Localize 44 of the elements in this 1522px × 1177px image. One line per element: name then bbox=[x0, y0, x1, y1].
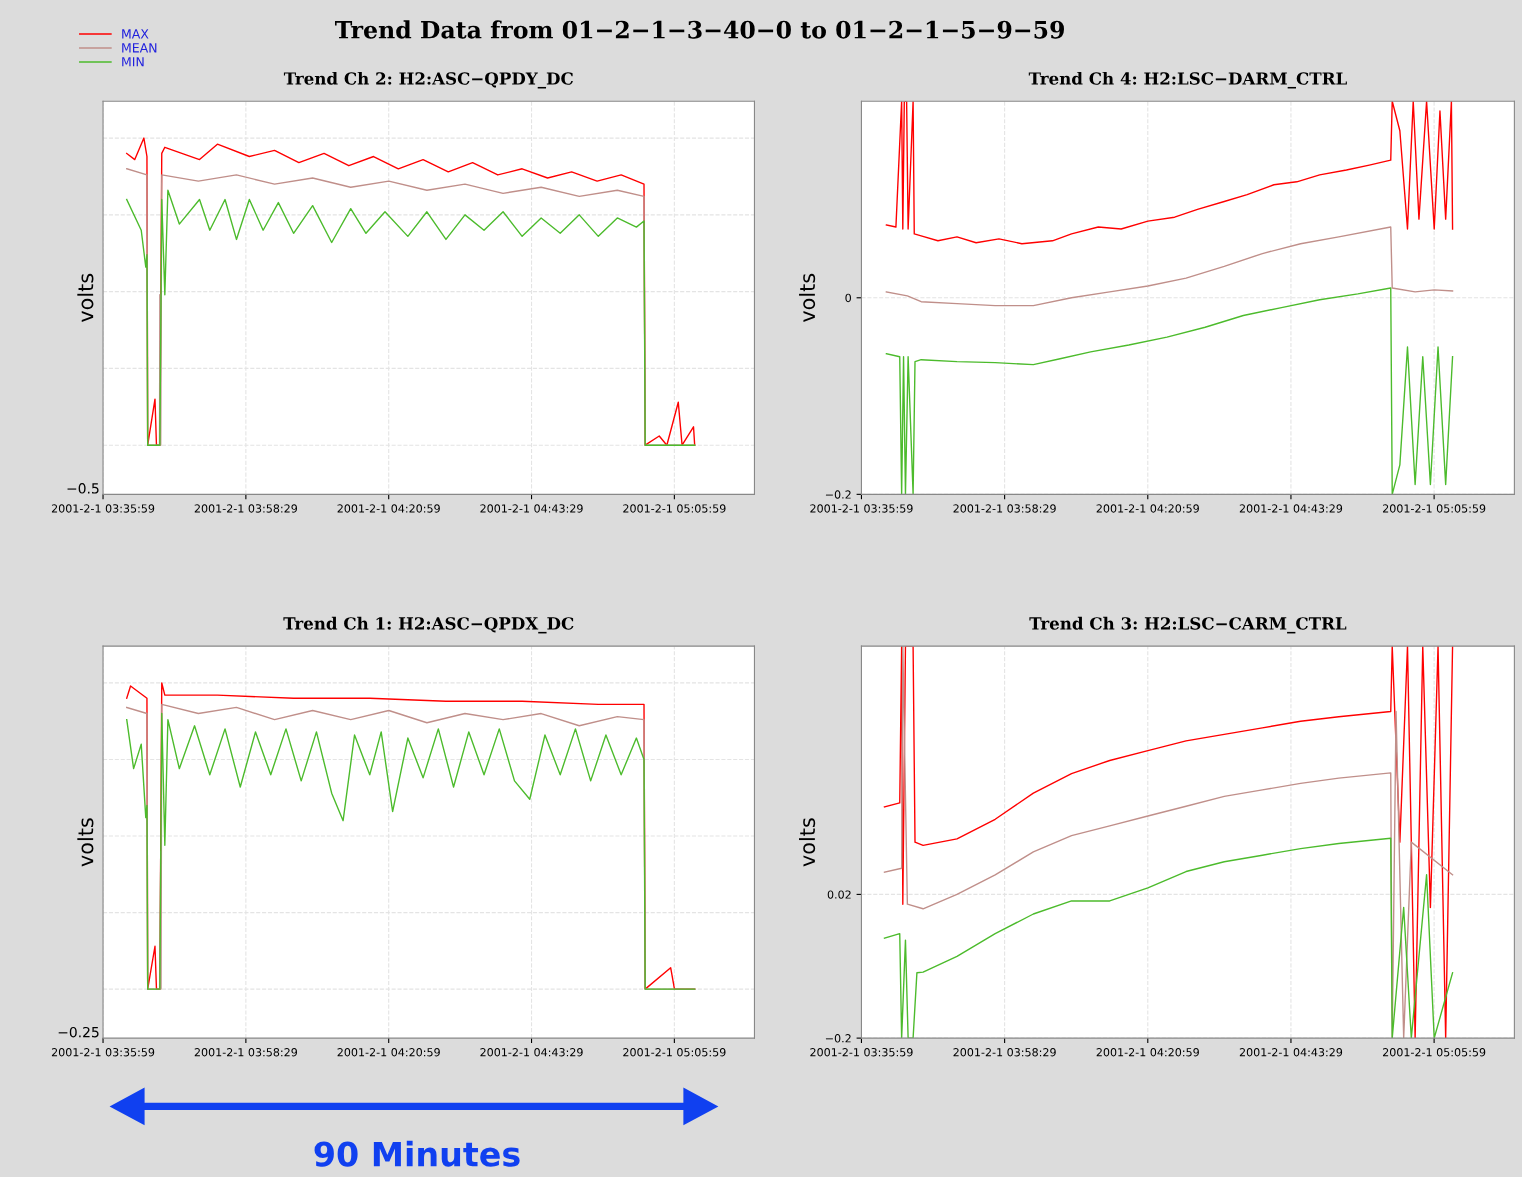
legend-label: MAX bbox=[122, 29, 149, 39]
line-series bbox=[883, 837, 1454, 1039]
x-tick-label: 2001-2-1 03:35:59 bbox=[810, 504, 913, 513]
x-tick-label: 2001-2-1 03:35:59 bbox=[51, 504, 155, 513]
legend-label: MIN bbox=[122, 57, 144, 67]
x-tick-label: 2001-2-1 04:43:29 bbox=[480, 504, 583, 513]
x-tick-label: 2001-2-1 03:58:29 bbox=[194, 1048, 298, 1057]
x-tick-label: 2001-2-1 04:20:59 bbox=[1096, 504, 1199, 513]
y-axis-title: volts bbox=[799, 273, 816, 323]
x-tick-label: 2001-2-1 05:05:59 bbox=[1382, 504, 1486, 513]
text: Trend Data from 01−2−1−3−40−0 to 01−2−1−5−9−59 bbox=[335, 20, 1064, 39]
line-series bbox=[885, 101, 1454, 245]
y-axis-title: volts bbox=[799, 818, 816, 867]
text: 90 Minutes bbox=[314, 1140, 520, 1167]
x-tick-label: 2001-2-1 04:20:59 bbox=[337, 1048, 440, 1057]
y-axis-title: volts bbox=[77, 818, 94, 867]
line-series bbox=[885, 287, 1454, 495]
x-tick-label: 2001-2-1 03:35:59 bbox=[810, 1048, 913, 1057]
y-axis-title: volts bbox=[77, 273, 94, 323]
x-tick-label: 2001-2-1 03:58:29 bbox=[194, 504, 298, 513]
x-tick-label: 2001-2-1 03:58:29 bbox=[953, 1048, 1056, 1057]
x-tick-label: 2001-2-1 05:05:59 bbox=[1382, 1048, 1486, 1057]
chart-title: Trend Ch 1: H2:ASC−QPDX_DC bbox=[283, 616, 574, 634]
x-tick-label: 2001-2-1 03:58:29 bbox=[953, 504, 1056, 513]
y-tick-label: 0 bbox=[845, 293, 851, 303]
x-tick-label: 2001-2-1 04:43:29 bbox=[1239, 504, 1343, 513]
y-tick-label: 0.02 bbox=[827, 890, 851, 899]
line-series bbox=[883, 646, 1454, 1039]
line-series bbox=[885, 226, 1454, 307]
x-tick-label: 2001-2-1 04:20:59 bbox=[1096, 1048, 1199, 1057]
y-tick-label: −0.2 bbox=[825, 1034, 851, 1043]
x-tick-label: 2001-2-1 05:05:59 bbox=[623, 504, 726, 513]
x-tick-label: 2001-2-1 04:20:59 bbox=[337, 504, 440, 513]
text: −0.25 bbox=[58, 1026, 99, 1038]
legend-label: MEAN bbox=[122, 43, 157, 53]
x-tick-label: 2001-2-1 05:05:59 bbox=[623, 1048, 726, 1057]
chart-title: Trend Ch 4: H2:LSC−DARM_CTRL bbox=[1028, 71, 1347, 89]
x-tick-label: 2001-2-1 04:43:29 bbox=[1239, 1048, 1343, 1057]
chart-title: Trend Ch 2: H2:ASC−QPDY_DC bbox=[283, 71, 573, 89]
x-tick-label: 2001-2-1 03:35:59 bbox=[51, 1048, 155, 1057]
x-tick-label: 2001-2-1 04:43:29 bbox=[480, 1048, 583, 1057]
chart-title: Trend Ch 3: H2:LSC−CARM_CTRL bbox=[1029, 616, 1347, 634]
text: −0.5 bbox=[67, 483, 99, 494]
y-tick-label: −0.2 bbox=[825, 490, 851, 499]
